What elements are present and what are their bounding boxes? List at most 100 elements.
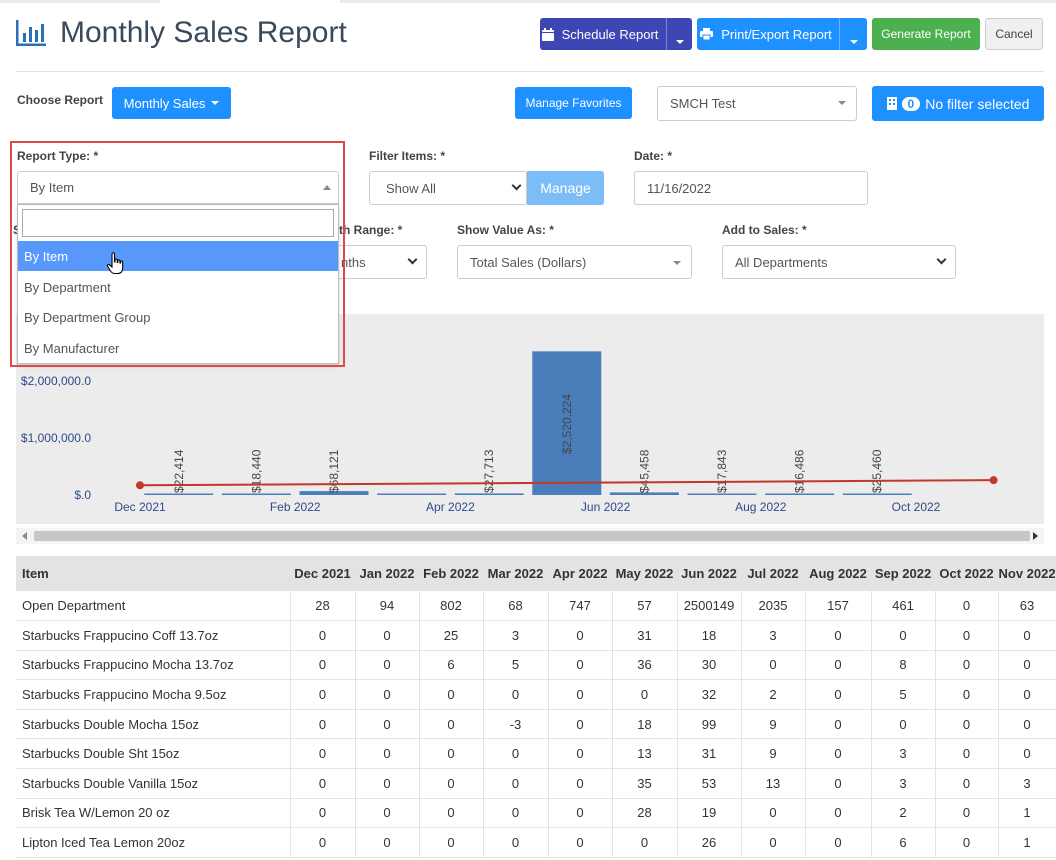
value-cell: 0 bbox=[290, 679, 356, 710]
value-cell: 0 bbox=[935, 650, 999, 681]
value-cell: 28 bbox=[612, 798, 678, 829]
filter-items-select[interactable]: Show All bbox=[369, 171, 527, 205]
sales-table: Item Dec 2021 Jan 2022 Feb 2022 Mar 2022 Apr … bbox=[16, 556, 1056, 858]
value-cell: 0 bbox=[935, 738, 999, 770]
y-tick-label: $.0 bbox=[74, 488, 91, 502]
print-export-button[interactable]: Print/Export Report bbox=[697, 18, 867, 50]
month-range-value: nths bbox=[341, 254, 366, 270]
chevron-down-icon[interactable] bbox=[850, 32, 858, 47]
value-cell: 2 bbox=[871, 798, 936, 829]
value-cell: 8 bbox=[871, 650, 936, 681]
add-to-sales-select[interactable]: All Departments bbox=[722, 245, 956, 279]
value-cell: 0 bbox=[935, 827, 999, 858]
bar bbox=[842, 493, 912, 495]
value-cell: 18 bbox=[677, 620, 742, 651]
value-cell: 18 bbox=[612, 709, 678, 740]
value-cell: 6 bbox=[871, 827, 936, 858]
value-cell: 0 bbox=[290, 738, 356, 770]
item-name-cell: Brisk Tea W/Lemon 20 oz bbox=[16, 798, 291, 829]
filter-label: No filter selected bbox=[925, 95, 1030, 112]
bar-value-label: $27,713 bbox=[482, 449, 496, 493]
value-cell: 802 bbox=[419, 591, 484, 622]
table-row: Starbucks Frappucino Mocha 9.5oz 0 0 0 0 0 0 32… bbox=[16, 679, 1056, 710]
printer-icon bbox=[700, 28, 714, 40]
hand-cursor-icon bbox=[106, 252, 124, 275]
value-cell: 0 bbox=[998, 679, 1056, 710]
bar bbox=[299, 491, 369, 495]
value-cell: 157 bbox=[805, 591, 872, 622]
dropdown-option-by-manufacturer[interactable]: By Manufacturer bbox=[24, 340, 120, 356]
store-select[interactable]: SMCH Test bbox=[657, 86, 857, 121]
value-cell: 25 bbox=[419, 620, 484, 651]
show-value-value: Total Sales (Dollars) bbox=[470, 254, 587, 270]
value-cell: 35 bbox=[612, 768, 678, 799]
chevron-down-icon bbox=[407, 254, 418, 265]
value-cell: 32 bbox=[677, 679, 742, 710]
dropdown-search-input[interactable] bbox=[22, 209, 334, 237]
value-cell: 0 bbox=[741, 798, 806, 829]
table-row: Starbucks Double Sht 15oz 0 0 0 0 0 13 31 9 0 3 0 0 bbox=[16, 738, 1056, 770]
value-cell: 13 bbox=[741, 768, 806, 799]
value-cell: 19 bbox=[677, 798, 742, 829]
scroll-left-icon[interactable] bbox=[22, 532, 27, 540]
dropdown-option-by-department-group[interactable]: By Department Group bbox=[24, 309, 151, 325]
value-cell: 0 bbox=[355, 709, 420, 740]
value-cell: 63 bbox=[998, 591, 1056, 622]
cancel-button[interactable]: Cancel bbox=[985, 18, 1043, 50]
value-cell: 0 bbox=[548, 798, 613, 829]
dropdown-option-by-department[interactable]: By Department bbox=[24, 279, 111, 295]
x-tick-label: Apr 2022 bbox=[426, 500, 475, 514]
value-cell: 9 bbox=[741, 709, 806, 740]
caret-up-icon bbox=[323, 185, 331, 190]
table-row: Starbucks Double Vanilla 15oz 0 0 0 0 0 35 53 13… bbox=[16, 768, 1056, 799]
value-cell: 0 bbox=[612, 827, 678, 858]
generate-report-button[interactable]: Generate Report bbox=[872, 18, 980, 50]
schedule-report-label: Schedule Report bbox=[561, 26, 659, 42]
column-header-month: May 2022 bbox=[612, 556, 678, 591]
page-title: Monthly Sales Report bbox=[60, 16, 347, 49]
value-cell: 1 bbox=[998, 827, 1056, 858]
value-cell: 0 bbox=[741, 650, 806, 681]
table-row: Starbucks Frappucino Mocha 13.7oz 0 0 6 5 0 36… bbox=[16, 650, 1056, 681]
highlight-box bbox=[10, 141, 345, 367]
item-name-cell: Starbucks Double Sht 15oz bbox=[16, 738, 291, 770]
value-cell: 0 bbox=[290, 620, 356, 651]
chevron-down-icon bbox=[511, 180, 522, 191]
caret-down-icon bbox=[211, 101, 220, 105]
divider bbox=[16, 71, 1044, 72]
value-cell: 0 bbox=[548, 768, 613, 799]
show-value-select[interactable]: Total Sales (Dollars) bbox=[457, 245, 692, 279]
date-input[interactable]: 11/16/2022 bbox=[634, 171, 868, 205]
date-value: 11/16/2022 bbox=[647, 180, 712, 196]
caret-down-icon bbox=[673, 261, 681, 265]
manage-button[interactable]: Manage bbox=[527, 171, 604, 205]
bar bbox=[377, 493, 447, 495]
scroll-right-icon[interactable] bbox=[1033, 532, 1038, 540]
value-cell: 0 bbox=[805, 650, 872, 681]
dropdown-option-by-item[interactable]: By Item bbox=[18, 241, 338, 271]
value-cell: 3 bbox=[483, 620, 549, 651]
bar-value-label: $68,121 bbox=[327, 449, 341, 493]
horizontal-scrollbar[interactable] bbox=[16, 528, 1044, 544]
manage-favorites-button[interactable]: Manage Favorites bbox=[515, 87, 632, 119]
bar bbox=[454, 493, 524, 495]
value-cell: 0 bbox=[935, 591, 999, 622]
filter-button[interactable]: 0 No filter selected bbox=[872, 86, 1044, 121]
monthly-sales-button[interactable]: Monthly Sales bbox=[112, 87, 231, 119]
building-icon bbox=[886, 97, 897, 110]
filter-count-badge: 0 bbox=[901, 96, 921, 111]
value-cell: 1 bbox=[998, 798, 1056, 829]
column-header-month: Nov 2022 bbox=[998, 556, 1056, 591]
value-cell: 36 bbox=[612, 650, 678, 681]
value-cell: 53 bbox=[677, 768, 742, 799]
schedule-report-button[interactable]: Schedule Report bbox=[540, 18, 692, 50]
value-cell: 0 bbox=[419, 738, 484, 770]
value-cell: 0 bbox=[419, 798, 484, 829]
chevron-down-icon[interactable] bbox=[676, 32, 684, 47]
scrollbar-thumb[interactable] bbox=[34, 531, 1030, 541]
value-cell: 0 bbox=[419, 768, 484, 799]
report-type-select[interactable]: By Item bbox=[17, 171, 339, 204]
trend-point bbox=[989, 476, 998, 485]
table-row: Open Department 28 94 802 68 747 57 2500149 2035… bbox=[16, 591, 1056, 622]
value-cell: 0 bbox=[548, 650, 613, 681]
